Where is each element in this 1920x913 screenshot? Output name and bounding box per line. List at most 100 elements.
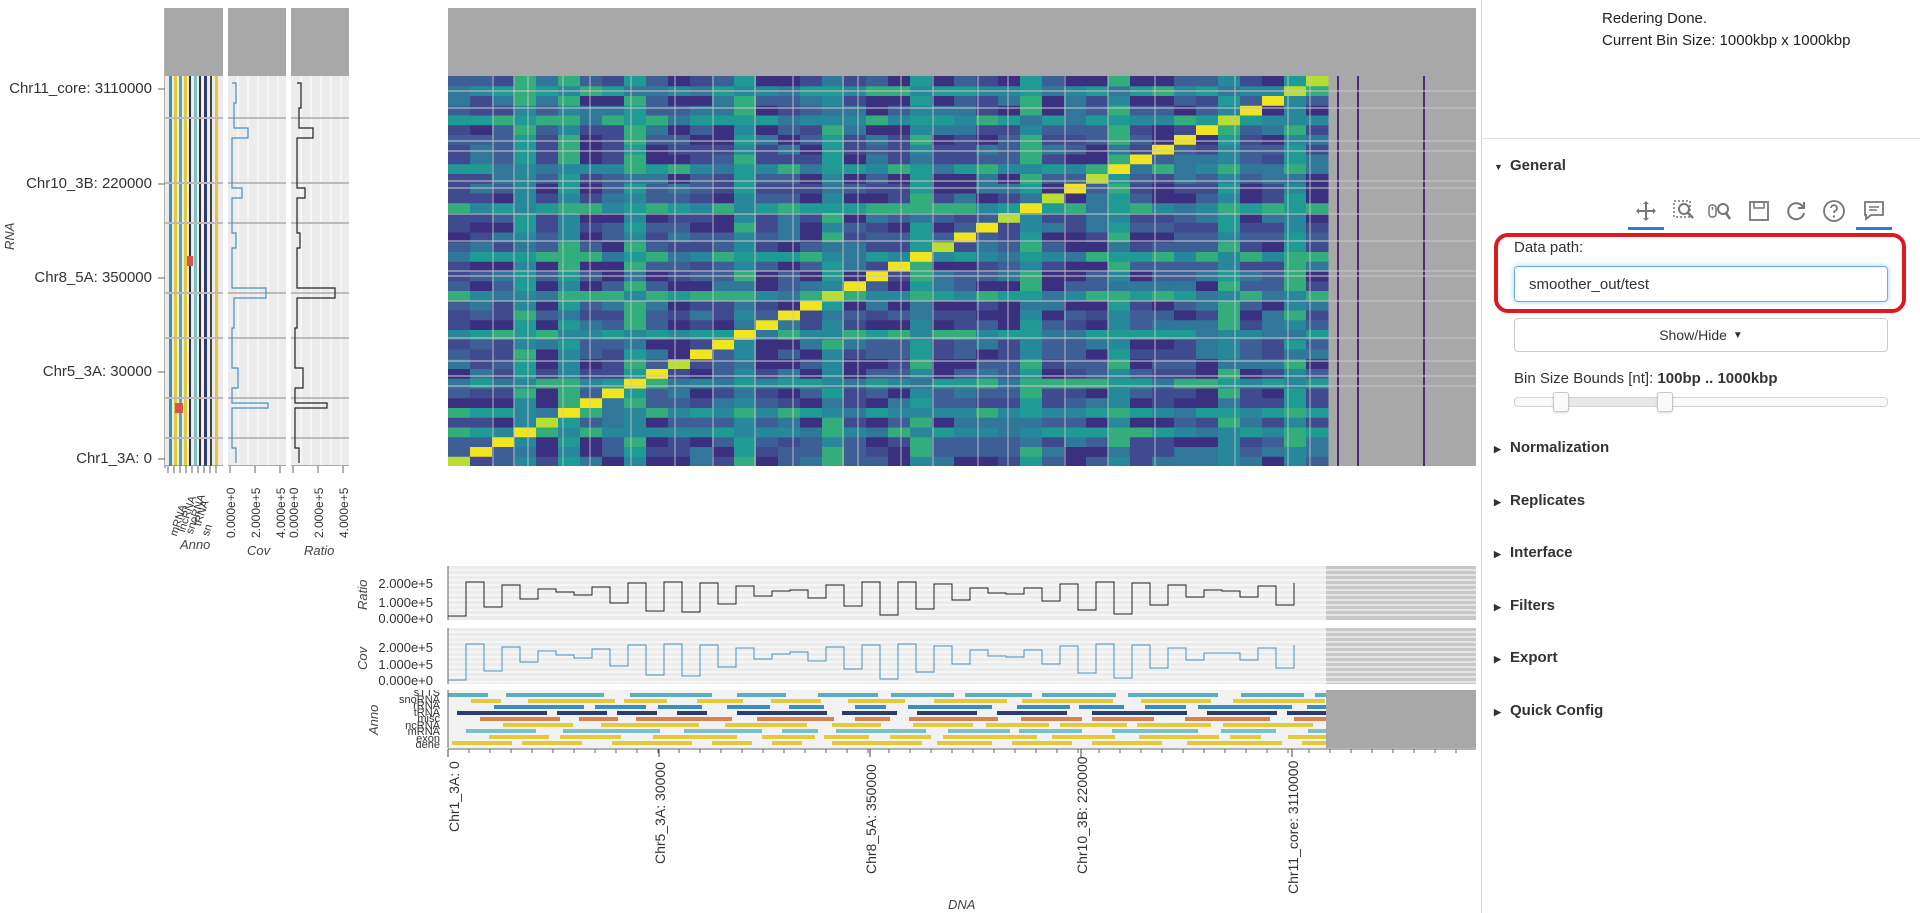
heatmap-cell: [866, 368, 889, 379]
heatmap-cell: [976, 290, 999, 301]
bin-bounds-label: Bin Size Bounds [nt]:: [1514, 370, 1654, 387]
heatmap-cell: [1262, 417, 1285, 428]
heatmap-cell: [602, 378, 625, 389]
heatmap-cell: [580, 436, 603, 447]
box-zoom-icon[interactable]: [1669, 196, 1699, 226]
heatmap-cell: [448, 115, 471, 126]
heatmap-cell: [844, 76, 867, 87]
bottom-anno-panel[interactable]: [438, 690, 1476, 748]
heatmap-cell: [602, 280, 625, 291]
comment-icon[interactable]: [1856, 196, 1892, 230]
heatmap-cell: [1086, 456, 1109, 466]
heatmap-cell: [1262, 436, 1285, 447]
heatmap-cell: [668, 290, 691, 301]
heatmap-cell: [712, 154, 735, 165]
heatmap-cell: [844, 417, 867, 428]
heatmap-cell: [822, 280, 845, 291]
help-icon[interactable]: [1819, 196, 1849, 226]
bottom-ratio-panel[interactable]: [438, 566, 1476, 620]
heatmap-cell: [470, 124, 493, 135]
heatmap-cell: [1064, 124, 1087, 135]
heatmap-cell: [1064, 144, 1087, 155]
heatmap-cell: [1196, 241, 1219, 252]
heatmap-cell: [1218, 407, 1241, 418]
heatmap-cell: [712, 232, 735, 243]
show-hide-button[interactable]: Show/Hide ▼: [1514, 318, 1888, 352]
data-path-input[interactable]: [1514, 266, 1888, 302]
bin-size-slider[interactable]: [1514, 392, 1888, 412]
collapsed-triangle-icon: ▶: [1494, 497, 1501, 507]
section-replicates[interactable]: ▶ Replicates: [1494, 492, 1585, 509]
heatmap-cell: [1152, 427, 1175, 438]
heatmap-cell: [1086, 173, 1109, 184]
heatmap-cell: [1020, 339, 1043, 350]
heatmap-cell: [1130, 407, 1153, 418]
heatmap-cell: [624, 95, 647, 106]
wheel-zoom-icon[interactable]: [1705, 196, 1735, 226]
section-general[interactable]: ▼ General: [1494, 157, 1566, 174]
heatmap-cell: [778, 319, 801, 330]
heatmap-cell: [1130, 280, 1153, 291]
heatmap-cell: [492, 358, 515, 369]
heatmap-cell: [976, 163, 999, 174]
heatmap-cell: [1108, 407, 1131, 418]
heatmap-cell: [756, 95, 779, 106]
heatmap-cell: [1020, 319, 1043, 330]
heatmap-cell: [910, 202, 933, 213]
heatmap-cell: [932, 76, 955, 87]
heatmap-cell: [976, 251, 999, 262]
heatmap-cell: [778, 280, 801, 291]
heatmap-cell: [954, 241, 977, 252]
x-tick-label: Chr8_5A: 350000: [863, 764, 879, 874]
heatmap-cell: [822, 212, 845, 223]
heatmap-cell: [1152, 417, 1175, 428]
heatmap-cell: [1152, 134, 1175, 145]
heatmap-cell: [602, 193, 625, 204]
heatmap-cell: [844, 397, 867, 408]
section-filters[interactable]: ▶ Filters: [1494, 597, 1555, 614]
heatmap-cell: [1086, 319, 1109, 330]
slider-handle-high[interactable]: [1656, 392, 1673, 412]
heatmap-cell: [998, 300, 1021, 311]
section-quick-config[interactable]: ▶ Quick Config: [1494, 702, 1603, 719]
heatmap-cell: [1108, 417, 1131, 428]
heatmap-cell: [558, 446, 581, 457]
section-interface[interactable]: ▶ Interface: [1494, 544, 1573, 561]
left-anno-panel[interactable]: [165, 8, 223, 466]
reset-icon[interactable]: [1781, 196, 1811, 226]
heatmap-cell: [822, 397, 845, 408]
contact-heatmap[interactable]: [448, 76, 1476, 466]
heatmap-cell: [712, 290, 735, 301]
heatmap-cell: [844, 144, 867, 155]
heatmap-cell: [1174, 261, 1197, 272]
heatmap-cell: [844, 427, 867, 438]
heatmap-cell: [844, 280, 867, 291]
heatmap-cell: [1042, 212, 1065, 223]
left-cov-panel[interactable]: [228, 8, 286, 466]
bottom-cov-panel[interactable]: [438, 628, 1476, 684]
section-export[interactable]: ▶ Export: [1494, 649, 1558, 666]
heatmap-cell: [822, 222, 845, 233]
heatmap-cell: [998, 105, 1021, 116]
heatmap-cell: [734, 427, 757, 438]
heatmap-cell: [1130, 300, 1153, 311]
heatmap-cell: [1130, 115, 1153, 126]
left-ratio-panel[interactable]: [291, 8, 349, 466]
save-icon[interactable]: [1744, 196, 1774, 226]
heatmap-cell: [1130, 436, 1153, 447]
heatmap-cell: [998, 427, 1021, 438]
heatmap-cell: [602, 319, 625, 330]
heatmap-cell: [734, 290, 757, 301]
slider-handle-low[interactable]: [1552, 392, 1569, 412]
pan-icon[interactable]: [1628, 196, 1664, 230]
heatmap-cell: [1042, 378, 1065, 389]
heatmap-cell: [756, 456, 779, 466]
heatmap-cell: [492, 202, 515, 213]
heatmap-cell: [1064, 232, 1087, 243]
heatmap-cell: [514, 76, 537, 87]
heatmap-cell: [756, 329, 779, 340]
heatmap-cell: [470, 134, 493, 145]
section-normalization[interactable]: ▶ Normalization: [1494, 439, 1609, 456]
heatmap-cell: [514, 456, 537, 466]
heatmap-cell: [1086, 339, 1109, 350]
